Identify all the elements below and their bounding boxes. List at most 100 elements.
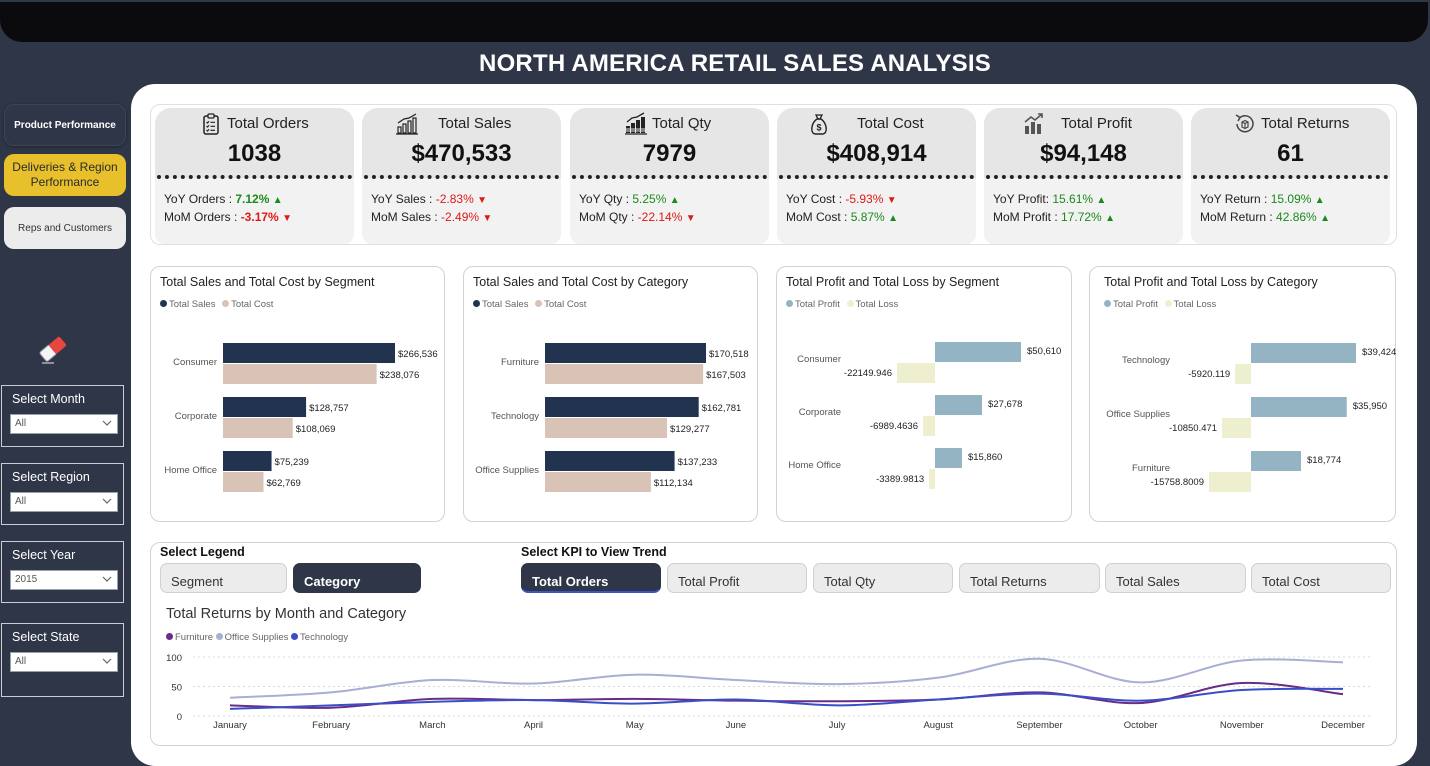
month-dropdown-value: All (15, 418, 27, 429)
eraser-icon[interactable] (36, 332, 70, 366)
x-tick-label: September (1016, 720, 1062, 731)
down-arrow-icon: ▼ (685, 213, 696, 224)
kpi-mom: MoM Orders : -3.17% ▼ (164, 210, 292, 224)
year-slicer-label: Select Year (12, 548, 76, 562)
kpi-option-total-qty[interactable]: Total Qty (813, 563, 953, 593)
data-label: $75,239 (275, 457, 309, 468)
category-label: Furniture (501, 357, 539, 368)
kpi-card-sales: Total Sales $470,533 YoY Sales : -2.83% … (362, 108, 561, 244)
kpi-yoy: YoY Cost : -5.93% ▼ (786, 192, 897, 206)
yoy-value: 5.25% (632, 192, 667, 206)
select-legend-label: Select Legend (160, 545, 245, 559)
nav-reps-customers[interactable]: Reps and Customers (4, 207, 126, 249)
region-slicer: Select Region All (1, 463, 124, 525)
return-box-icon (1235, 114, 1254, 133)
right-edge (1418, 84, 1430, 766)
mom-label: MoM Cost : (786, 210, 851, 224)
yoy-label: YoY Return : (1200, 192, 1271, 206)
chart-legend: Total Sales Total Cost (160, 299, 273, 310)
nav-deliveries-region[interactable]: Deliveries & Region Performance (4, 154, 126, 196)
kpi-option-total-cost[interactable]: Total Cost (1251, 563, 1391, 593)
loss-label: -10850.471 (1169, 423, 1217, 434)
chart-card-profit-loss-category: Total Profit and Total Loss by Category … (1089, 266, 1396, 522)
legend-swatch (166, 633, 173, 640)
kpi-value: $408,914 (826, 140, 927, 167)
down-arrow-icon: ▼ (886, 195, 897, 206)
category-label: Office Supplies (475, 465, 539, 476)
chart-legend: Total Sales Total Cost (473, 299, 586, 310)
chart-title: Total Profit and Total Loss by Category (1104, 275, 1318, 289)
month-slicer-label: Select Month (12, 392, 85, 406)
x-tick-label: June (726, 720, 747, 731)
kpi-value: 7979 (642, 140, 697, 167)
chart-card-sales-cost-category: Total Sales and Total Cost by Category T… (463, 266, 758, 522)
category-label: Furniture (1132, 463, 1170, 474)
category-label: Technology (1122, 355, 1170, 366)
year-dropdown[interactable]: 2015 (10, 570, 118, 590)
mom-label: MoM Sales : (371, 210, 442, 224)
data-label: $137,233 (678, 457, 718, 468)
state-dropdown[interactable]: All (10, 652, 118, 672)
legend-label: Total Loss (1173, 299, 1217, 310)
kpi-title: Total Qty (652, 115, 712, 132)
kpi-divider (364, 175, 559, 179)
region-dropdown[interactable]: All (10, 492, 118, 512)
legend-label: Total Cost (231, 299, 274, 310)
kpi-header-bg (570, 108, 769, 178)
mom-value: -2.49% (441, 210, 480, 224)
kpi-option-total-profit[interactable]: Total Profit (667, 563, 807, 593)
yoy-label: YoY Sales : (371, 192, 436, 206)
kpi-card-orders: Total Orders 1038 YoY Orders : 7.12% ▲ M… (155, 108, 354, 244)
data-label: $128,757 (309, 403, 349, 414)
profit-label: $15,860 (968, 452, 1002, 463)
kpi-option-total-sales[interactable]: Total Sales (1105, 563, 1246, 593)
kpi-divider (986, 175, 1181, 179)
bar (223, 451, 272, 471)
month-dropdown[interactable]: All (10, 414, 118, 434)
state-slicer: Select State All (1, 623, 124, 697)
category-label: Home Office (788, 460, 841, 471)
profit-bar (935, 342, 1021, 362)
chevron-down-icon (102, 576, 112, 582)
up-arrow-icon: ▲ (1105, 213, 1115, 224)
bar (223, 343, 395, 363)
kpi-option-total-returns[interactable]: Total Returns (959, 563, 1100, 593)
kpi-card-qty: Total Qty 7979 YoY Qty : 5.25% ▲ MoM Qty… (570, 108, 769, 244)
legend-option-category[interactable]: Category (293, 563, 421, 593)
up-arrow-icon: ▲ (1314, 195, 1325, 206)
loss-bar (897, 363, 935, 383)
bar (223, 364, 377, 384)
kpi-title: Total Returns (1261, 115, 1350, 132)
legend-option-segment[interactable]: Segment (160, 563, 287, 593)
category-label: Technology (491, 411, 539, 422)
profit-bar (1251, 451, 1302, 471)
kpi-title: Total Cost (857, 115, 924, 132)
data-label: $167,503 (706, 370, 746, 381)
region-dropdown-value: All (15, 496, 27, 507)
loss-label: -22149.946 (844, 368, 892, 379)
chart-card-sales-cost-segment: Total Sales and Total Cost by Segment To… (150, 266, 445, 522)
kpi-card-profit: Total Profit $94,148 YoY Profit: 15.61% … (984, 108, 1183, 244)
kpi-divider (779, 175, 974, 179)
mom-label: MoM Orders : (164, 210, 241, 224)
kpi-option-total-orders[interactable]: Total Orders (521, 563, 661, 593)
kpi-yoy: YoY Orders : 7.12% ▲ (164, 192, 283, 206)
data-label: $266,536 (398, 349, 438, 360)
mom-label: MoM Qty : (579, 210, 638, 224)
dashboard-title: NORTH AMERICA RETAIL SALES ANALYSIS (479, 50, 991, 77)
kpi-divider (572, 175, 767, 179)
money-bag-icon: $ (811, 114, 827, 135)
up-arrow-icon: ▲ (888, 213, 898, 224)
kpi-value: 1038 (227, 140, 282, 167)
bar-chart: Consumer $50,610 -22149.946 Corporate $27,67… (788, 342, 1061, 489)
kpi-title: Total Orders (227, 115, 309, 132)
legend-label: Total Sales (169, 299, 216, 310)
mom-value: 42.86% (1276, 210, 1317, 224)
bar-chart: Furniture $170,518 $167,503 Technology $162,… (475, 343, 749, 492)
x-tick-label: February (312, 720, 350, 731)
nav-product-performance[interactable]: Product Performance (4, 104, 126, 146)
loss-label: -3389.9813 (876, 474, 924, 485)
loss-bar (1235, 364, 1251, 384)
profit-bar (1251, 343, 1356, 363)
